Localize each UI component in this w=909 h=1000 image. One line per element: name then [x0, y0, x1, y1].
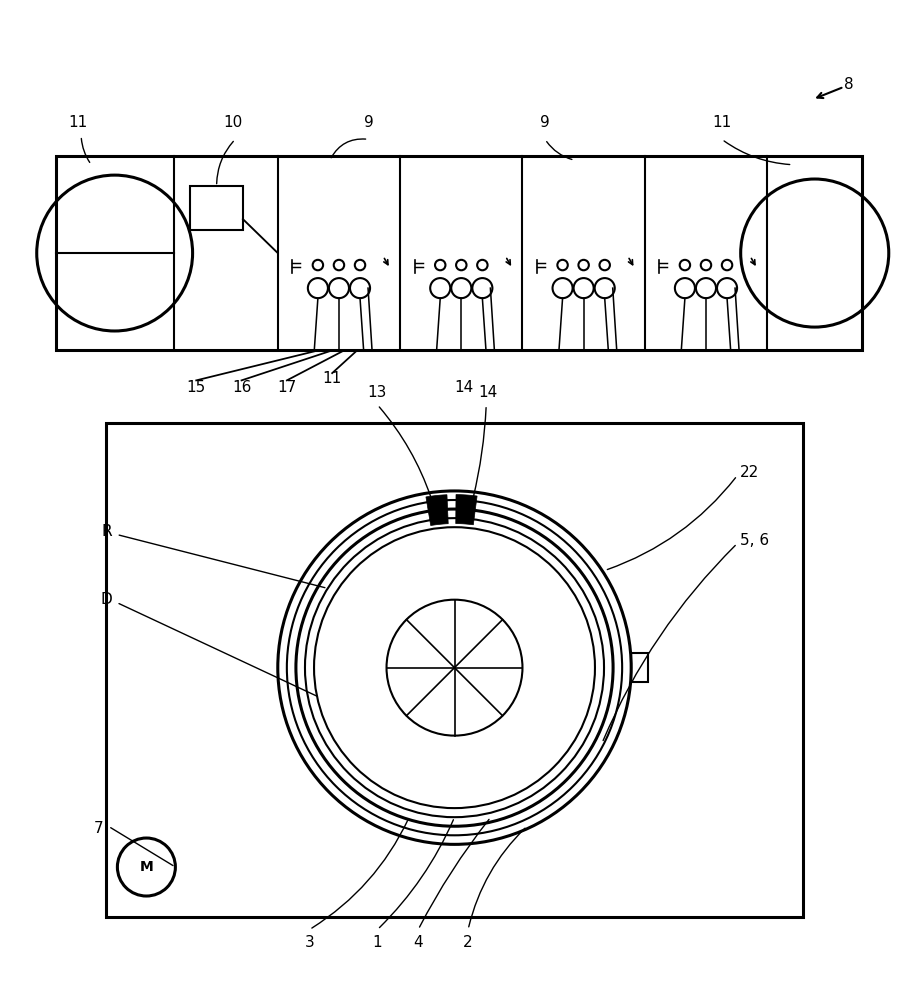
Text: 22: 22: [740, 465, 759, 480]
Text: 7: 7: [94, 821, 103, 836]
Text: 14: 14: [454, 380, 474, 395]
Text: 11: 11: [713, 115, 732, 130]
Text: 3: 3: [305, 935, 315, 950]
Text: 9: 9: [540, 115, 550, 130]
Text: R: R: [101, 524, 112, 539]
Text: 14: 14: [478, 385, 497, 400]
Polygon shape: [455, 495, 477, 525]
Text: 15: 15: [186, 380, 205, 395]
Text: 17: 17: [277, 380, 296, 395]
Text: 16: 16: [232, 380, 251, 395]
Circle shape: [117, 838, 175, 896]
Text: D: D: [100, 592, 112, 607]
Text: 5, 6: 5, 6: [740, 533, 769, 548]
Text: 9: 9: [364, 115, 374, 130]
Text: 1: 1: [373, 935, 383, 950]
Text: 2: 2: [464, 935, 473, 950]
Text: 11: 11: [323, 371, 342, 386]
Text: M: M: [139, 860, 154, 874]
Text: 11: 11: [69, 115, 88, 130]
Text: 13: 13: [368, 385, 387, 400]
Text: 10: 10: [223, 115, 242, 130]
Polygon shape: [426, 495, 448, 526]
Text: 4: 4: [414, 935, 423, 950]
Text: 8: 8: [844, 77, 854, 92]
